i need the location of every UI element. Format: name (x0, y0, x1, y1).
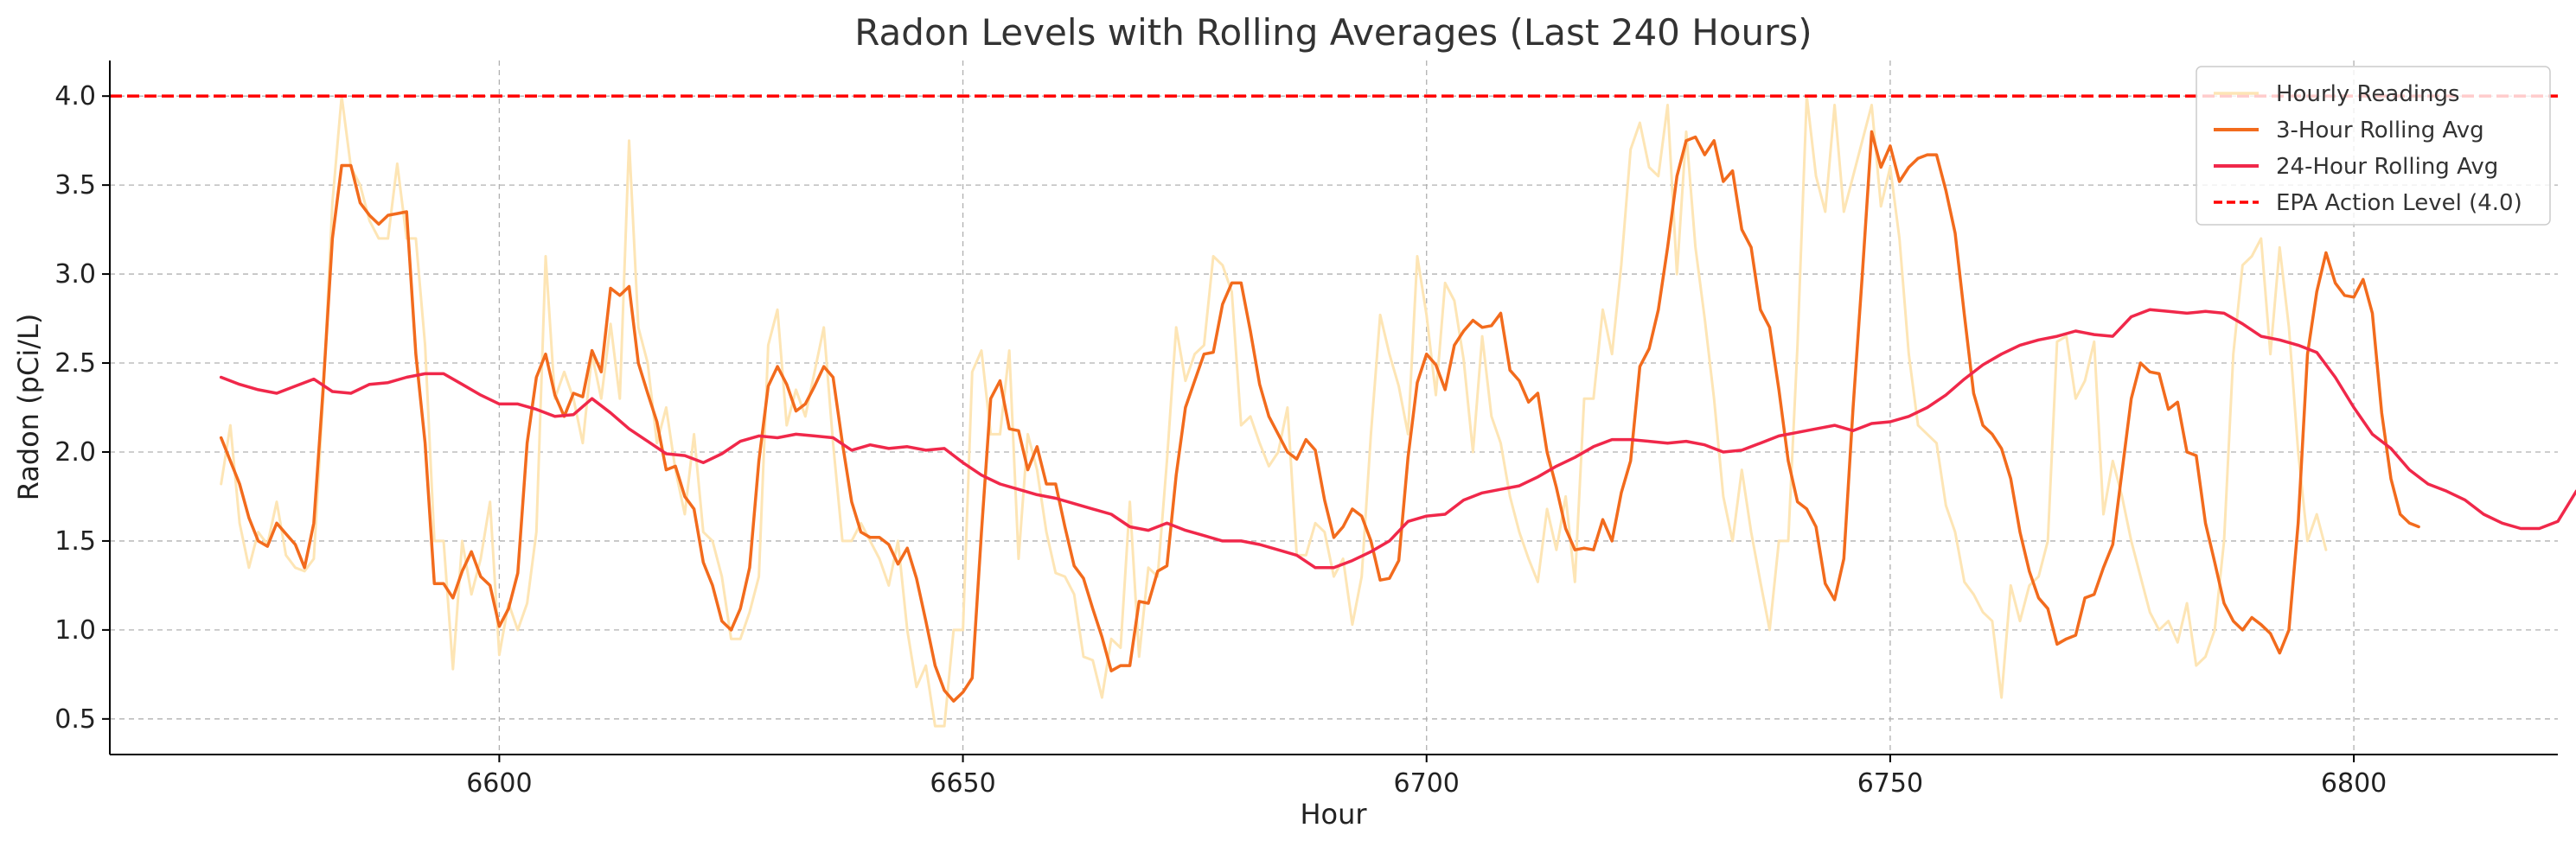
legend-label-24-hour-rolling-avg: 24-Hour Rolling Avg (2276, 154, 2498, 180)
x-tick-label: 6600 (466, 768, 532, 799)
y-tick-label: 0.5 (54, 704, 96, 735)
y-tick-label: 4.0 (54, 81, 96, 111)
ticks: 6600 6650 6700 6750 6800 0.5 1.0 1.5 2.0 2.5 3.0 3.… (54, 81, 2387, 799)
legend: Hourly Readings 3-Hour Rolling Avg 24-Hour… (2196, 66, 2551, 226)
y-axis-title: Radon (pCi/L) (12, 314, 45, 501)
y-tick-label: 3.0 (54, 259, 96, 290)
y-tick-label: 1.0 (54, 615, 96, 646)
y-tick-label: 2.5 (54, 348, 96, 379)
y-tick-label: 3.5 (54, 170, 96, 201)
grid (110, 60, 2558, 755)
chart-title: Radon Levels with Rolling Averages (Last… (854, 11, 1812, 54)
y-tick-label: 2.0 (54, 437, 96, 468)
x-axis-title: Hour (1300, 798, 1367, 831)
series-layer (110, 94, 2576, 728)
x-tick-label: 6650 (930, 768, 995, 799)
legend-box (2196, 66, 2551, 226)
x-tick-label: 6800 (2321, 768, 2387, 799)
y-tick-label: 1.5 (54, 526, 96, 557)
series-line-24-hour-rolling-avg (219, 308, 2576, 570)
x-tick-label: 6700 (1394, 768, 1460, 799)
x-tick-label: 6750 (1857, 768, 1923, 799)
legend-label-3-hour-rolling-avg: 3-Hour Rolling Avg (2276, 118, 2484, 143)
legend-label-hourly-readings: Hourly Readings (2276, 81, 2460, 107)
axes (109, 60, 2558, 755)
legend-label-epa-action-level-4-0: EPA Action Level (4.0) (2276, 190, 2522, 216)
series-line-3-hour-rolling-avg (219, 130, 2420, 703)
